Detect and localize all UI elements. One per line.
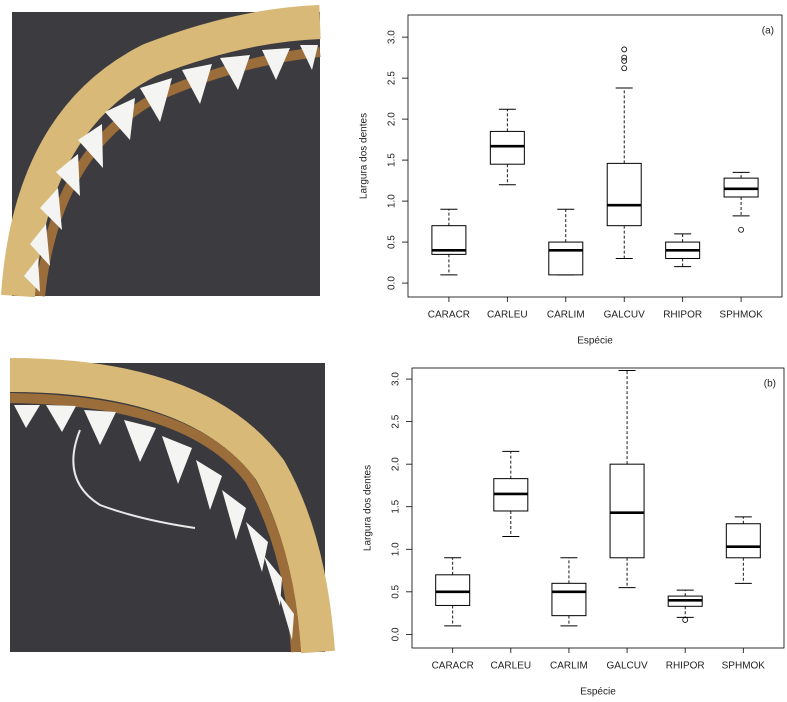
x-tick-label: RHIPOR <box>663 310 702 321</box>
y-axis-label: Largura dos dentes <box>363 465 374 551</box>
box <box>490 131 524 164</box>
photo-top <box>12 12 320 296</box>
x-tick-label: CARLIM <box>547 310 585 321</box>
y-tick-label: 3.0 <box>391 372 402 386</box>
y-tick-label: 0.5 <box>387 235 398 249</box>
panel-label: (a) <box>762 26 774 37</box>
y-tick-label: 0.5 <box>391 584 402 598</box>
x-tick-label: CARACR <box>428 310 470 321</box>
y-tick-label: 1.5 <box>387 153 398 167</box>
y-axis-label: Largura dos dentes <box>359 113 370 199</box>
plot-frame <box>412 368 784 648</box>
box <box>726 524 760 558</box>
y-tick-label: 2.0 <box>387 112 398 126</box>
box <box>607 163 641 225</box>
outlier <box>739 227 744 232</box>
box <box>552 583 586 615</box>
outlier <box>622 47 627 52</box>
x-tick-label: SPHMOK <box>719 310 763 321</box>
y-tick-label: 1.0 <box>387 194 398 208</box>
y-tick-label: 1.5 <box>391 499 402 513</box>
box <box>549 242 583 275</box>
x-tick-label: CARLEU <box>491 661 532 672</box>
box <box>436 575 470 606</box>
y-tick-label: 2.5 <box>391 414 402 428</box>
boxplot-panel: (b) Largura dos dentes Espécie 0.0 0.5 1.0 1.5… <box>363 368 784 698</box>
boxplot-panel: (a) Largura dos dentes Espécie 0.0 0.5 1.0 1.5… <box>359 15 782 347</box>
x-tick-label: SPHMOK <box>722 661 766 672</box>
x-axis-label: Espécie <box>580 687 616 698</box>
y-tick-label: 0.0 <box>391 627 402 641</box>
outlier <box>622 55 627 60</box>
x-axis-label: Espécie <box>577 336 613 347</box>
figure: (a) Largura dos dentes Espécie 0.0 0.5 1.0 1.5… <box>0 0 787 702</box>
x-tick-label: RHIPOR <box>666 661 705 672</box>
y-tick-label: 2.5 <box>387 71 398 85</box>
y-tick-label: 1.0 <box>391 542 402 556</box>
box <box>610 464 644 558</box>
x-tick-label: CARLEU <box>487 310 528 321</box>
x-tick-label: GALCUV <box>604 310 645 321</box>
y-tick-label: 3.0 <box>387 30 398 44</box>
outlier <box>622 66 627 71</box>
x-tick-label: CARACR <box>432 661 474 672</box>
y-tick-label: 2.0 <box>391 457 402 471</box>
photo-bottom <box>10 363 325 652</box>
outlier <box>683 617 688 622</box>
x-tick-label: GALCUV <box>607 661 648 672</box>
y-tick-label: 0.0 <box>387 276 398 290</box>
panel-label: (b) <box>764 379 776 390</box>
x-tick-label: CARLIM <box>550 661 588 672</box>
